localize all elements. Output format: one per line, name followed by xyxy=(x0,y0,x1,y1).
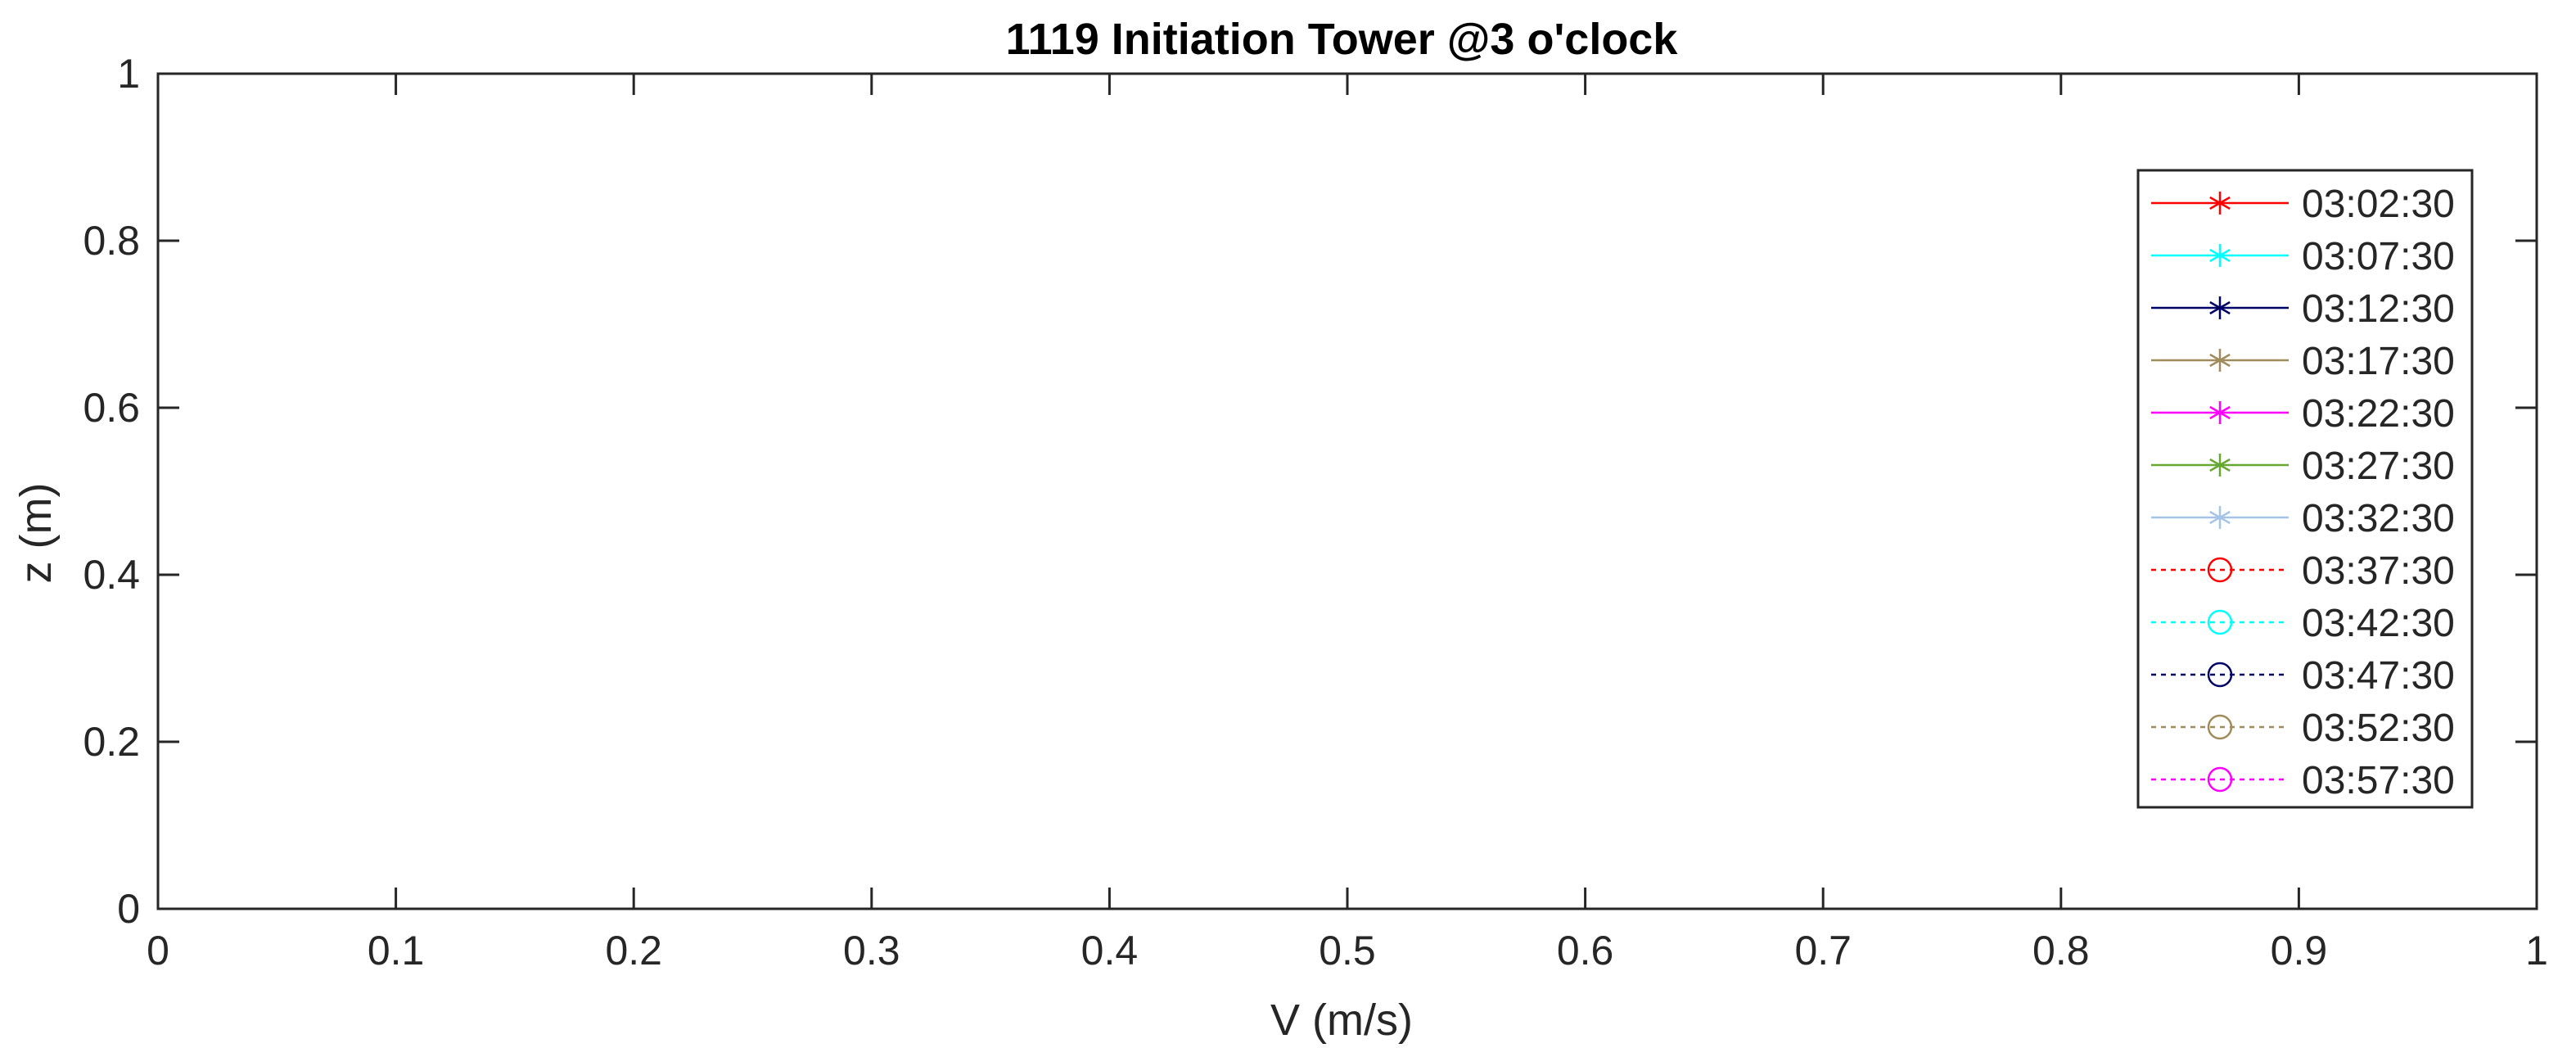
x-tick-label: 0.6 xyxy=(1557,928,1614,973)
chart-title: 1119 Initiation Tower @3 o'clock xyxy=(1006,15,1679,64)
legend-label: 03:32:30 xyxy=(2302,497,2455,540)
y-tick-label: 0.2 xyxy=(83,719,140,765)
legend-label: 03:42:30 xyxy=(2302,602,2455,645)
legend-item: 03:37:30 xyxy=(2151,549,2455,593)
x-axis: 0 0.1 0.2 0.3 0.4 0.5 0.6 0.7 0.8 0.9 1 xyxy=(147,74,2548,973)
legend-marker-asterisk xyxy=(2209,296,2231,319)
legend-item: 03:27:30 xyxy=(2151,445,2455,488)
legend-item: 03:32:30 xyxy=(2151,497,2455,540)
legend-item: 03:02:30 xyxy=(2151,183,2455,226)
y-tick-label: 0.4 xyxy=(83,552,140,598)
y-tick-label: 0.8 xyxy=(83,218,140,264)
legend-item: 03:57:30 xyxy=(2151,759,2455,802)
legend-marker-circle xyxy=(2207,662,2233,688)
x-tick-label: 0.2 xyxy=(605,928,662,973)
legend-marker-asterisk xyxy=(2209,506,2231,529)
legend-item: 03:22:30 xyxy=(2151,392,2455,436)
legend-item: 03:42:30 xyxy=(2151,602,2455,645)
legend-marker-asterisk xyxy=(2209,192,2231,215)
legend-item: 03:12:30 xyxy=(2151,287,2455,331)
legend-marker-asterisk xyxy=(2209,349,2231,372)
x-axis-label: V (m/s) xyxy=(1270,996,1413,1045)
legend-item: 03:52:30 xyxy=(2151,707,2455,750)
legend-label: 03:47:30 xyxy=(2302,654,2455,698)
legend-box xyxy=(2136,169,2474,809)
legend-item: 03:47:30 xyxy=(2151,654,2455,698)
legend-marker-circle xyxy=(2207,557,2233,583)
legend-marker-circle xyxy=(2207,766,2233,793)
legend-marker-asterisk xyxy=(2209,244,2231,267)
y-tick-label: 0 xyxy=(117,886,140,932)
x-tick-label: 0.3 xyxy=(843,928,900,973)
legend-marker-circle xyxy=(2207,609,2233,635)
legend: 03:02:30 03:07:30 03:12:30 03:17:30 03:22:30… xyxy=(2136,169,2474,809)
x-tick-label: 0.9 xyxy=(2271,928,2328,973)
legend-label: 03:07:30 xyxy=(2302,235,2455,278)
x-tick-label: 0.4 xyxy=(1081,928,1139,973)
legend-label: 03:22:30 xyxy=(2302,392,2455,436)
legend-marker-asterisk xyxy=(2209,454,2231,477)
x-tick-label: 0.5 xyxy=(1319,928,1376,973)
y-axis: 0 0.2 0.4 0.6 0.8 1 xyxy=(83,51,2537,932)
legend-label: 03:37:30 xyxy=(2302,549,2455,593)
legend-label: 03:02:30 xyxy=(2302,183,2455,226)
x-tick-label: 0.1 xyxy=(368,928,425,973)
y-tick-label: 0.6 xyxy=(83,385,140,431)
legend-label: 03:52:30 xyxy=(2302,707,2455,750)
legend-label: 03:57:30 xyxy=(2302,759,2455,802)
legend-label: 03:27:30 xyxy=(2302,445,2455,488)
x-tick-label: 1 xyxy=(2525,928,2548,973)
legend-item: 03:07:30 xyxy=(2151,235,2455,278)
x-tick-label: 0.7 xyxy=(1794,928,1852,973)
y-axis-label: z (m) xyxy=(11,483,61,584)
legend-marker-circle xyxy=(2207,714,2233,740)
legend-item: 03:17:30 xyxy=(2151,340,2455,383)
legend-marker-asterisk xyxy=(2209,401,2231,424)
legend-label: 03:17:30 xyxy=(2302,340,2455,383)
y-tick-label: 1 xyxy=(117,51,140,97)
x-tick-label: 0 xyxy=(147,928,169,973)
legend-label: 03:12:30 xyxy=(2302,287,2455,331)
x-tick-label: 0.8 xyxy=(2032,928,2090,973)
